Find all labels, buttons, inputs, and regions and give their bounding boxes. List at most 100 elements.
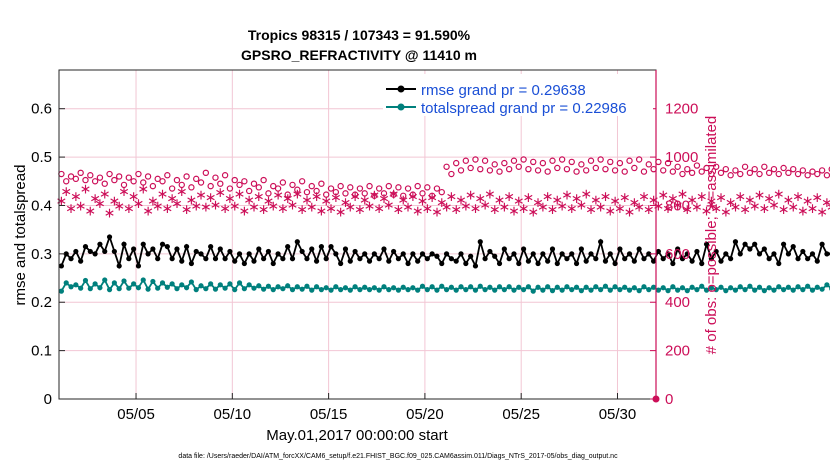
- obs-assimilated-point: ∗: [691, 200, 703, 216]
- obs-possible-point: [197, 179, 205, 186]
- obs-possible-point: [270, 182, 277, 190]
- totalspread-point: [429, 284, 435, 290]
- rmse-point: [280, 256, 286, 262]
- obs-possible-point: [616, 159, 624, 167]
- rmse-point: [63, 251, 69, 257]
- rmse-point: [395, 256, 402, 262]
- obs-possible-point: [515, 163, 522, 170]
- obs-assimilated-point: ∗: [94, 196, 106, 212]
- obs-assimilated-point: ∗: [783, 192, 795, 208]
- totalspread-point: [111, 280, 117, 286]
- totalspread-point: [362, 284, 368, 290]
- x-tick-label: 05/10: [214, 406, 252, 423]
- obs-possible-point: [578, 161, 585, 168]
- obs-possible-point: [130, 178, 137, 185]
- rmse-point: [684, 251, 690, 257]
- y-tick-label-right: 1000: [665, 149, 698, 166]
- x-tick-label: 05/30: [599, 406, 637, 423]
- obs-assimilated-point: ∗: [773, 186, 785, 202]
- obs-assimilated-point: ∗: [720, 205, 732, 221]
- y-tick-label-right: 1200: [665, 101, 698, 118]
- obs-possible-point: [626, 157, 633, 164]
- y-axis-label-left: rmse and totalspread: [12, 165, 29, 306]
- rmse-point: [92, 251, 98, 257]
- totalspread-point: [419, 283, 426, 289]
- totalspread-point: [131, 281, 137, 287]
- obs-assimilated-point: ∗: [715, 190, 727, 206]
- totalspread-point: [578, 288, 584, 294]
- totalspread-point: [641, 284, 647, 290]
- totalspread-point: [68, 284, 74, 290]
- obs-possible-point: [164, 172, 171, 179]
- rmse-point: [304, 256, 310, 262]
- totalspread-point: [256, 283, 262, 289]
- rmse-point: [756, 251, 763, 257]
- totalspread-point: [208, 281, 214, 287]
- totalspread-point: [424, 287, 430, 293]
- totalspread-point: [121, 278, 127, 284]
- obs-possible-point: [96, 174, 104, 181]
- obs-assimilated-point: ∗: [320, 194, 332, 210]
- totalspread-point: [140, 277, 146, 283]
- totalspread-point: [612, 284, 618, 290]
- obs-assimilated-point: ∗: [739, 202, 751, 218]
- obs-assimilated-point: ∗: [561, 188, 573, 204]
- obs-possible-point: [294, 186, 301, 193]
- obs-possible-point: [770, 165, 778, 173]
- rmse-point: [140, 241, 146, 247]
- totalspread-point: [713, 287, 719, 293]
- obs-assimilated-point: ∗: [455, 192, 467, 208]
- series-obs_possible: [58, 156, 830, 199]
- y-tick-label-right: 400: [665, 294, 690, 311]
- totalspread-point: [636, 288, 642, 294]
- totalspread-point: [203, 286, 209, 292]
- totalspread-point: [819, 286, 825, 292]
- obs-possible-point: [111, 176, 118, 184]
- totalspread-point: [650, 284, 657, 290]
- obs-assimilated-point: ∗: [527, 205, 539, 221]
- rmse-point: [415, 258, 421, 264]
- obs-assimilated-point: ∗: [710, 201, 722, 217]
- obs-assimilated-point: ∗: [301, 192, 313, 208]
- obs-assimilated-point: ∗: [513, 194, 525, 210]
- totalspread-point: [285, 283, 291, 289]
- obs-assimilated-point: ∗: [523, 190, 535, 206]
- totalspread-point: [400, 284, 406, 290]
- obs-assimilated-point: ∗: [118, 184, 130, 200]
- totalspread-point: [593, 284, 599, 290]
- rmse-point: [718, 258, 724, 264]
- obs-assimilated-point: ∗: [537, 200, 549, 216]
- obs-assimilated-point: ∗: [532, 195, 544, 211]
- totalspread-point: [236, 280, 243, 286]
- obs-assimilated-point: ∗: [344, 200, 356, 216]
- totalspread-point: [405, 287, 411, 293]
- obs-assimilated-point: ∗: [272, 188, 284, 204]
- totalspread-point: [492, 287, 498, 293]
- obs-possible-point: [621, 168, 628, 175]
- totalspread-point: [241, 286, 247, 292]
- rmse-point: [622, 256, 628, 262]
- rmse-point: [679, 256, 686, 262]
- obs-assimilated-point: ∗: [234, 186, 246, 202]
- totalspread-point: [309, 287, 315, 293]
- obs-possible-point: [664, 159, 672, 167]
- obs-possible-point: [245, 187, 253, 195]
- obs-assimilated-point: ∗: [258, 202, 270, 218]
- obs-possible-point: [452, 159, 460, 167]
- totalspread-point: [169, 281, 175, 287]
- obs-assimilated-point: ∗: [267, 198, 279, 214]
- obs-assimilated-point: ∗: [744, 192, 756, 208]
- rmse-point: [410, 251, 416, 257]
- totalspread-point: [583, 284, 589, 290]
- rmse-point: [328, 243, 334, 250]
- y-tick-label-right: 0: [665, 391, 673, 408]
- obs-possible-point: [221, 172, 229, 179]
- totalspread-point: [756, 284, 763, 290]
- totalspread-point: [670, 284, 676, 290]
- obs-possible-point: [582, 167, 590, 174]
- obs-assimilated-point: ∗: [754, 188, 766, 204]
- obs-possible-point: [660, 167, 667, 174]
- rmse-point: [73, 248, 79, 255]
- obs-possible-point: [342, 190, 349, 197]
- rmse-point: [785, 251, 791, 257]
